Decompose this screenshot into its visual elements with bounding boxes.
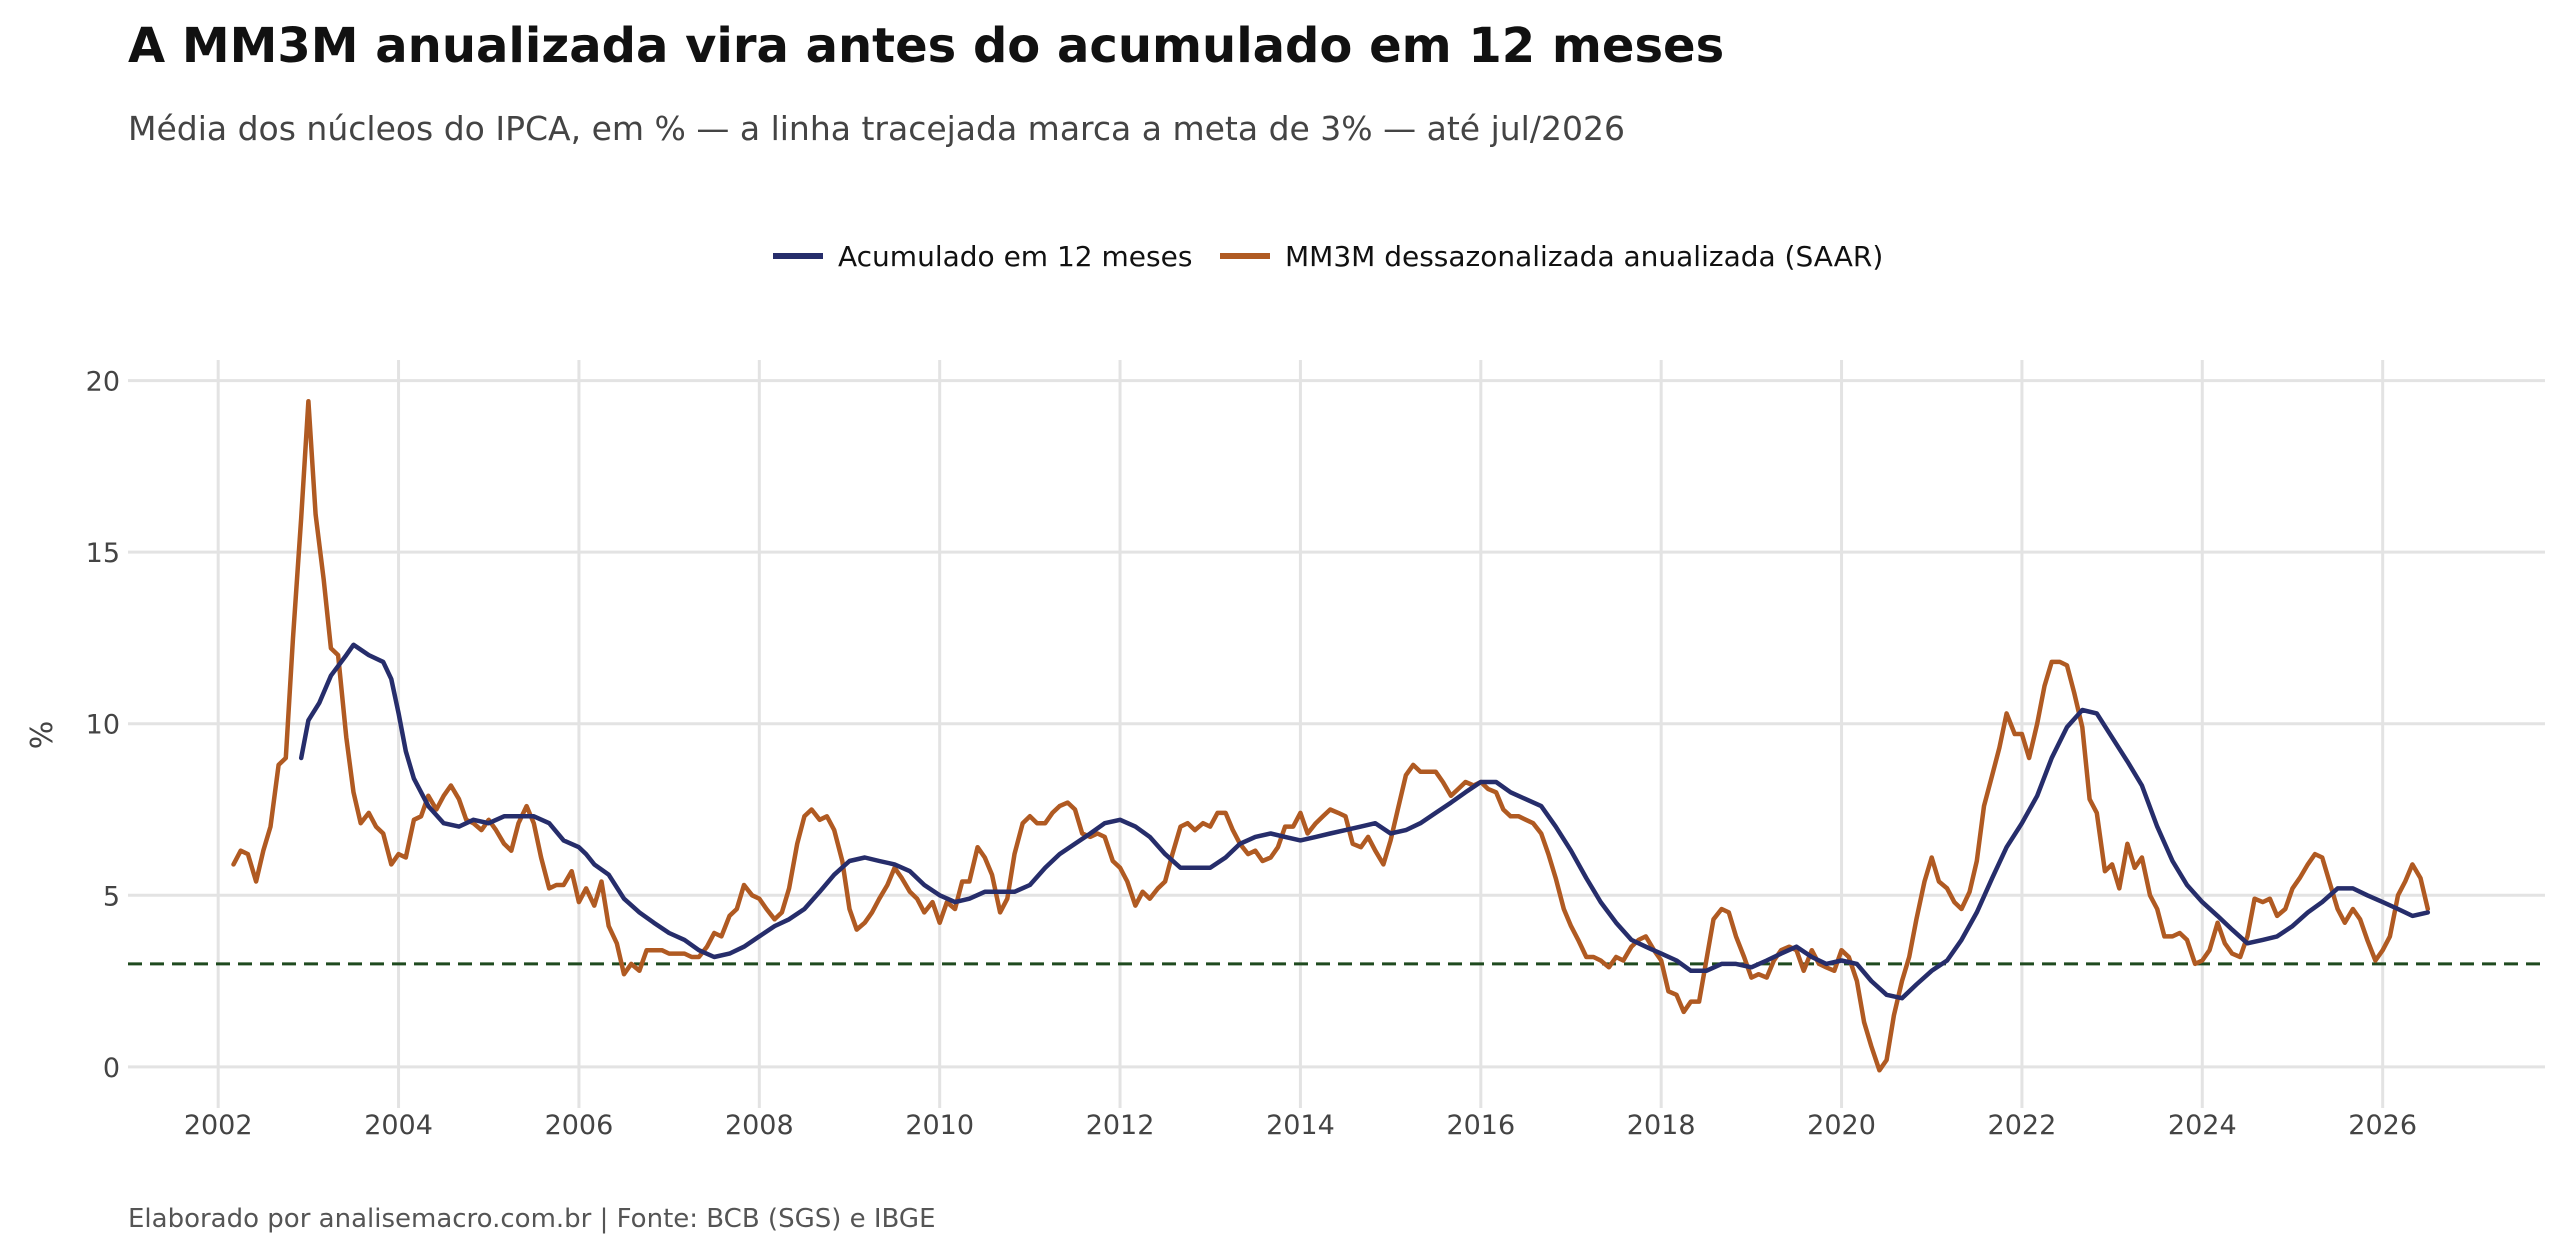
y-tick-label-15: 15 [86,538,120,569]
x-tick-label-2022: 2022 [1988,1110,2057,1141]
y-tick-label-10: 10 [86,710,120,741]
x-tick-label-2014: 2014 [1266,1110,1335,1141]
x-tick-label-2012: 2012 [1086,1110,1155,1141]
series-lines [231,398,2431,1073]
y-axis-label: % [25,721,60,750]
caption: Elaborado por analisemacro.com.br | Font… [128,1204,936,1234]
y-axis: 0 5 10 15 20 [86,367,120,1084]
gridlines [128,360,2545,1108]
x-tick-label-2018: 2018 [1627,1110,1696,1141]
y-tick-label-0: 0 [103,1053,120,1084]
plot-area: 2002 2004 2006 2008 2010 2012 2014 2016 2018 2020… [86,360,2545,1141]
x-tick-label-2006: 2006 [545,1110,614,1141]
x-tick-label-2026: 2026 [2348,1110,2417,1141]
x-tick-label-2002: 2002 [184,1110,253,1141]
series-line-mm3m-saar [231,398,2431,1073]
y-tick-label-5: 5 [103,881,120,912]
x-tick-label-2024: 2024 [2168,1110,2237,1141]
x-axis: 2002 2004 2006 2008 2010 2012 2014 2016 2018 2020… [184,1110,2417,1141]
legend-label-acumulado: Acumulado em 12 meses [838,240,1192,273]
chart-title: A MM3M anualizada vira antes do acumulad… [128,18,1724,74]
x-tick-label-2010: 2010 [905,1110,974,1141]
x-tick-label-2016: 2016 [1446,1110,1515,1141]
legend-label-mm3m: MM3M dessazonalizada anualizada (SAAR) [1285,240,1883,273]
x-tick-label-2004: 2004 [364,1110,433,1141]
chart-subtitle: Média dos núcleos do IPCA, em % — a linh… [128,109,1625,148]
y-tick-label-20: 20 [86,367,120,398]
series-line-acumulado-12m [298,642,2431,1001]
legend: Acumulado em 12 meses MM3M dessazonaliza… [773,240,1883,273]
x-tick-label-2020: 2020 [1807,1110,1876,1141]
x-tick-label-2008: 2008 [725,1110,794,1141]
